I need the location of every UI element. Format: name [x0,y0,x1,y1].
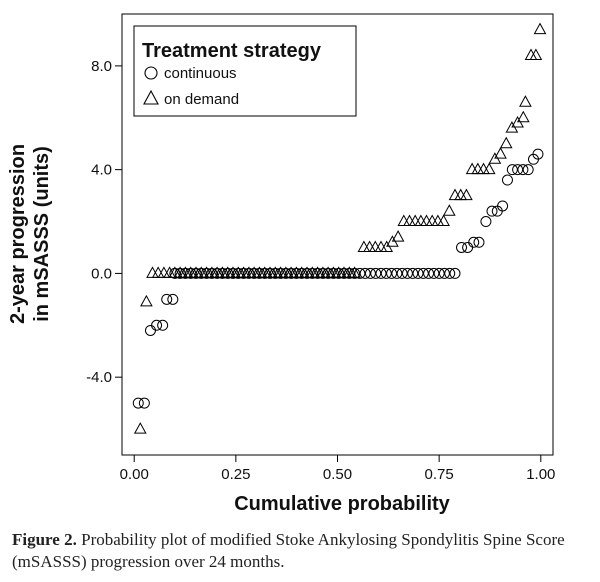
point-on-demand [368,240,382,252]
point-on-demand [397,214,411,226]
legend-label-on-demand: on demand [164,91,239,108]
legend-box [133,25,357,117]
point-continuous [391,267,403,279]
point-on-demand [146,266,159,278]
point-continuous [132,397,144,409]
x-tick-label: 0.50 [323,466,352,483]
point-continuous [151,319,163,331]
point-on-demand [403,214,416,226]
point-continuous [161,293,173,305]
point-on-demand [363,240,376,252]
point-on-demand [408,214,422,226]
point-continuous [462,241,474,253]
point-continuous [364,267,376,279]
point-continuous [480,216,492,228]
point-on-demand [133,422,147,434]
point-continuous [501,174,513,186]
legend-title: Treatment strategy [142,40,322,62]
point-continuous [157,319,169,331]
point-continuous [428,267,440,279]
legend-triangle-marker [143,89,159,105]
x-tick-label: 0.75 [425,466,454,483]
point-on-demand [420,214,433,226]
point-continuous [468,236,480,248]
x-tick-label: 0.00 [120,466,149,483]
y-tick-label: 4.0 [91,162,112,179]
point-continuous [497,200,509,212]
point-on-demand [357,240,371,252]
y-axis-title: 2-year progression in mSASSS (units) [7,144,53,324]
point-continuous [532,148,544,160]
point-continuous [138,397,150,409]
figure-caption: Figure 2. Probability plot of modified S… [12,529,582,573]
point-on-demand [140,294,153,307]
point-continuous [144,324,156,336]
point-on-demand [516,110,530,123]
point-continuous [401,267,413,279]
point-continuous [449,267,461,279]
point-continuous [473,236,485,248]
point-continuous [359,267,371,279]
y-axis-ticks: -4.0 0.0 4.0 8.0 [86,58,122,386]
point-on-demand [471,162,485,175]
point-on-demand [437,214,450,226]
legend-circle-marker [144,66,158,80]
point-on-demand [448,188,462,201]
point-continuous [370,267,382,279]
point-continuous [407,267,419,279]
point-on-demand [431,214,445,226]
point-continuous [433,267,445,279]
point-on-demand [454,188,468,201]
point-on-demand [348,266,361,278]
point-continuous [417,267,429,279]
point-continuous [386,267,398,279]
y-tick-label: 0.0 [91,265,112,282]
point-continuous [517,164,529,176]
point-on-demand [494,147,507,159]
point-on-demand [529,48,543,60]
y-axis-title-line-2: in mSASSS (units) [31,146,53,322]
point-continuous [444,267,456,279]
y-tick-label: -4.0 [86,369,112,386]
point-continuous [512,164,524,176]
point-on-demand [414,214,428,226]
data-markers [132,22,547,434]
point-continuous [167,293,179,305]
point-continuous [423,267,435,279]
y-axis-title-line-1: 2-year progression [7,144,29,324]
point-on-demand [391,230,405,242]
x-axis-ticks: 0.00 0.25 0.50 0.75 1.00 [120,455,555,483]
point-continuous [412,267,424,279]
point-on-demand [519,95,532,107]
point-continuous [396,267,408,279]
legend-label-continuous: continuous [164,65,237,82]
point-on-demand [151,266,165,278]
legend: Treatment strategy continuous on demand [133,25,357,117]
point-on-demand [425,214,439,226]
point-continuous [380,267,392,279]
point-continuous [506,164,518,176]
point-continuous [456,241,468,253]
point-on-demand [460,188,473,201]
point-continuous [375,267,387,279]
x-axis-title: Cumulative probability [234,493,450,515]
point-on-demand [533,22,547,35]
point-on-demand [442,204,456,216]
point-on-demand [482,162,496,175]
point-continuous [486,205,498,217]
point-continuous [354,267,366,279]
point-on-demand [465,162,479,175]
x-tick-label: 1.00 [526,466,555,483]
point-on-demand [157,266,171,278]
y-tick-label: 8.0 [91,58,112,75]
caption-text: Probability plot of modified Stoke Ankyl… [12,530,565,571]
point-continuous [522,164,534,176]
x-tick-label: 0.25 [221,466,250,483]
caption-label: Figure 2. [12,530,77,549]
point-on-demand [374,240,388,252]
point-continuous [438,267,450,279]
point-on-demand [477,162,490,175]
point-on-demand [499,136,513,149]
